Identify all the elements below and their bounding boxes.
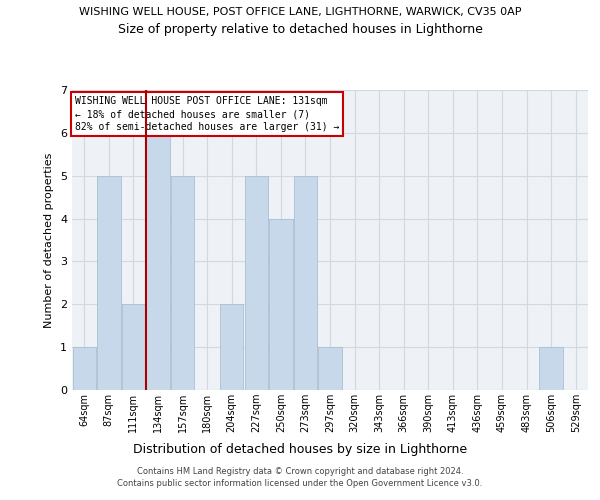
Bar xyxy=(269,218,293,390)
Text: WISHING WELL HOUSE, POST OFFICE LANE, LIGHTHORNE, WARWICK, CV35 0AP: WISHING WELL HOUSE, POST OFFICE LANE, LI… xyxy=(79,8,521,18)
Bar xyxy=(97,176,121,390)
Bar xyxy=(220,304,244,390)
Bar xyxy=(73,347,96,390)
Bar xyxy=(122,304,145,390)
Y-axis label: Number of detached properties: Number of detached properties xyxy=(44,152,55,328)
Text: Contains public sector information licensed under the Open Government Licence v3: Contains public sector information licen… xyxy=(118,478,482,488)
Bar xyxy=(171,176,194,390)
Bar xyxy=(319,347,341,390)
Bar xyxy=(539,347,563,390)
Bar xyxy=(294,176,317,390)
Text: Size of property relative to detached houses in Lighthorne: Size of property relative to detached ho… xyxy=(118,22,482,36)
Bar xyxy=(245,176,268,390)
Text: Distribution of detached houses by size in Lighthorne: Distribution of detached houses by size … xyxy=(133,442,467,456)
Text: WISHING WELL HOUSE POST OFFICE LANE: 131sqm
← 18% of detached houses are smaller: WISHING WELL HOUSE POST OFFICE LANE: 131… xyxy=(74,96,339,132)
Bar xyxy=(146,133,170,390)
Text: Contains HM Land Registry data © Crown copyright and database right 2024.: Contains HM Land Registry data © Crown c… xyxy=(137,467,463,476)
